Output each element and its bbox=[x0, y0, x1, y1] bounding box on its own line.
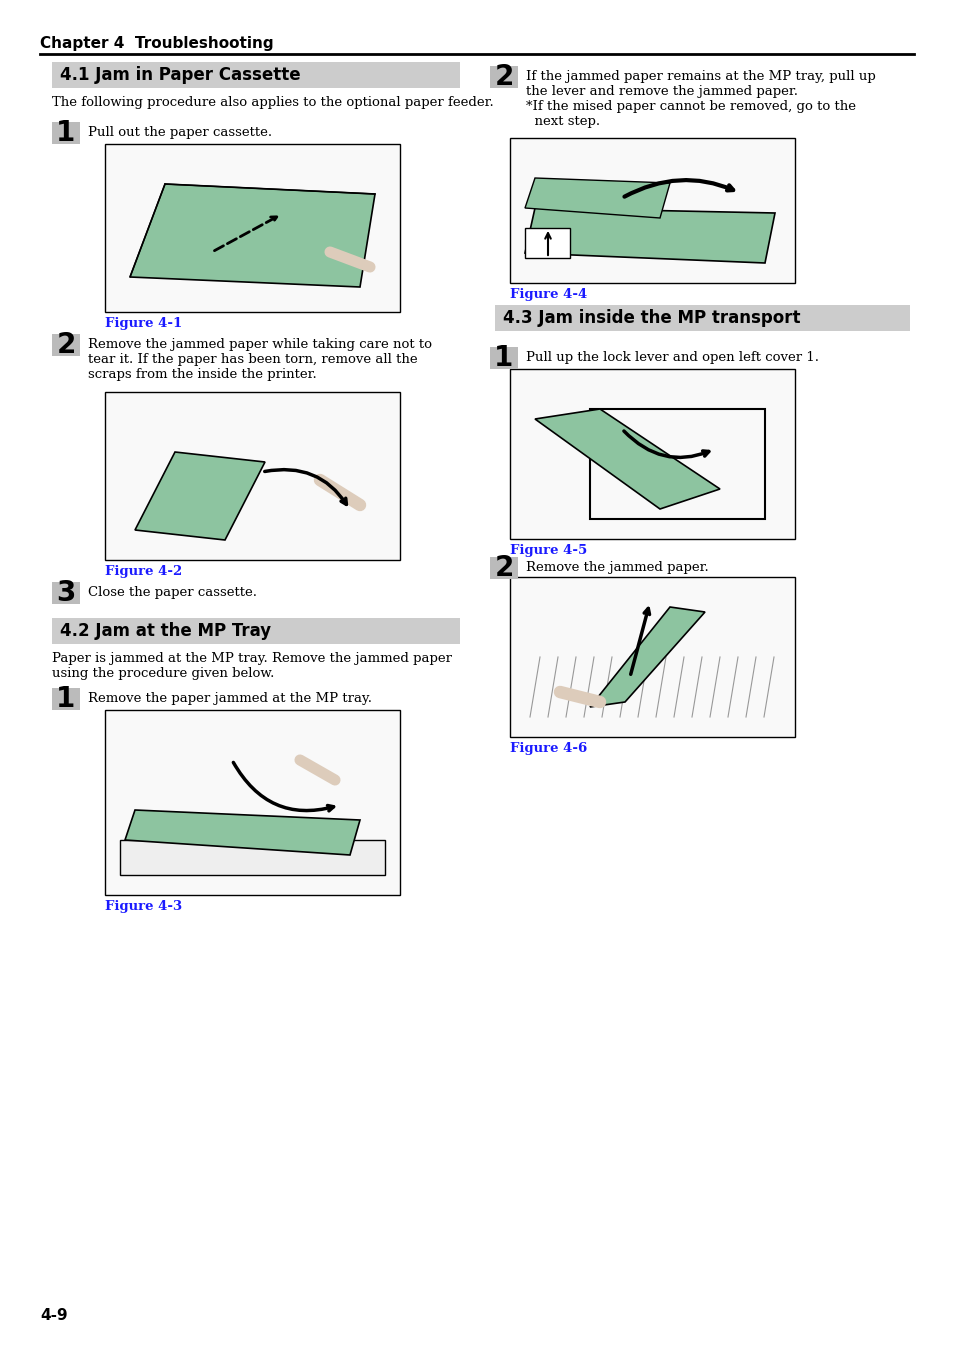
Text: Remove the paper jammed at the MP tray.: Remove the paper jammed at the MP tray. bbox=[88, 692, 372, 705]
Text: Close the paper cassette.: Close the paper cassette. bbox=[88, 586, 256, 598]
Text: 3: 3 bbox=[56, 580, 75, 607]
Text: Pull out the paper cassette.: Pull out the paper cassette. bbox=[88, 126, 272, 139]
Text: 1: 1 bbox=[56, 685, 75, 713]
Text: 4.3 Jam inside the MP transport: 4.3 Jam inside the MP transport bbox=[502, 309, 800, 327]
Text: 4-9: 4-9 bbox=[40, 1308, 68, 1323]
Text: Paper is jammed at the MP tray. Remove the jammed paper
using the procedure give: Paper is jammed at the MP tray. Remove t… bbox=[52, 653, 452, 680]
Text: Figure 4-1: Figure 4-1 bbox=[105, 317, 182, 330]
Bar bbox=[52, 122, 80, 145]
Polygon shape bbox=[524, 208, 774, 263]
Text: 2: 2 bbox=[56, 331, 75, 359]
Bar bbox=[589, 409, 764, 519]
Text: If the jammed paper remains at the MP tray, pull up
the lever and remove the jam: If the jammed paper remains at the MP tr… bbox=[525, 70, 875, 128]
Text: 4.1 Jam in Paper Cassette: 4.1 Jam in Paper Cassette bbox=[60, 66, 300, 84]
Text: Figure 4-4: Figure 4-4 bbox=[510, 288, 587, 301]
Bar bbox=[52, 582, 80, 604]
Bar bbox=[105, 145, 399, 312]
Polygon shape bbox=[130, 184, 375, 286]
Bar bbox=[510, 138, 794, 282]
Text: 2: 2 bbox=[494, 554, 513, 582]
Text: Remove the jammed paper.: Remove the jammed paper. bbox=[525, 561, 708, 574]
Bar bbox=[52, 334, 80, 357]
Bar bbox=[510, 577, 794, 738]
Bar bbox=[510, 369, 794, 539]
Bar bbox=[490, 66, 517, 88]
Bar bbox=[52, 62, 459, 88]
Bar bbox=[105, 711, 399, 894]
Text: Figure 4-6: Figure 4-6 bbox=[510, 742, 587, 755]
Text: Figure 4-3: Figure 4-3 bbox=[105, 900, 182, 913]
Text: Chapter 4  Troubleshooting: Chapter 4 Troubleshooting bbox=[40, 36, 274, 51]
Text: Pull up the lock lever and open left cover 1.: Pull up the lock lever and open left cov… bbox=[525, 351, 818, 363]
Polygon shape bbox=[524, 178, 669, 218]
Text: 4.2 Jam at the MP Tray: 4.2 Jam at the MP Tray bbox=[60, 621, 271, 640]
Text: 2: 2 bbox=[494, 63, 513, 91]
Polygon shape bbox=[135, 453, 265, 540]
Bar bbox=[490, 347, 517, 369]
Text: 1: 1 bbox=[494, 345, 513, 372]
Text: The following procedure also applies to the optional paper feeder.: The following procedure also applies to … bbox=[52, 96, 494, 109]
Polygon shape bbox=[589, 607, 704, 707]
Text: 1: 1 bbox=[56, 119, 75, 147]
Bar bbox=[105, 392, 399, 561]
Bar bbox=[490, 557, 517, 580]
Bar bbox=[524, 228, 569, 258]
Polygon shape bbox=[535, 409, 720, 509]
Bar bbox=[120, 840, 385, 875]
Text: Figure 4-2: Figure 4-2 bbox=[105, 565, 182, 578]
Polygon shape bbox=[125, 811, 359, 855]
Bar bbox=[52, 617, 459, 644]
Text: Figure 4-5: Figure 4-5 bbox=[510, 544, 587, 557]
Bar bbox=[52, 688, 80, 711]
Bar bbox=[495, 305, 909, 331]
Text: Remove the jammed paper while taking care not to
tear it. If the paper has been : Remove the jammed paper while taking car… bbox=[88, 338, 432, 381]
